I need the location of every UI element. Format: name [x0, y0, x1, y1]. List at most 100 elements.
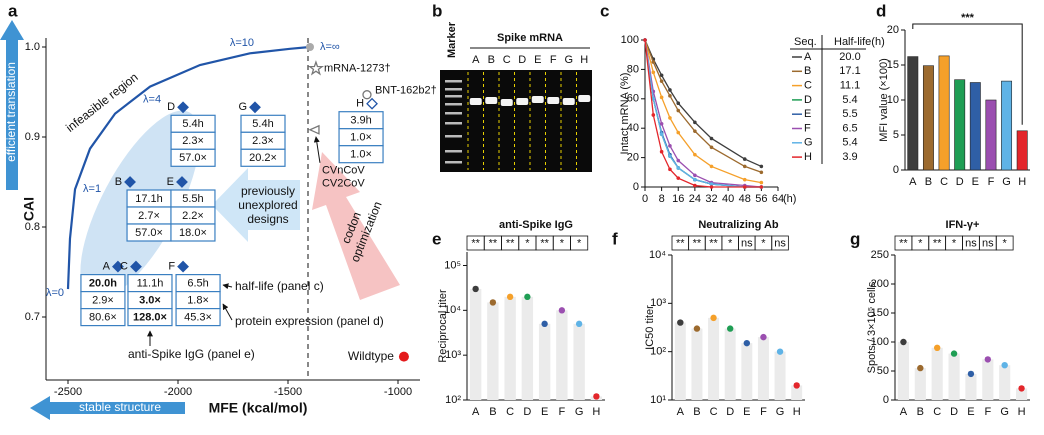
codon-arrow	[312, 152, 400, 300]
y-tick-label: 0	[633, 181, 639, 193]
bar	[914, 368, 926, 400]
significance-cell	[995, 235, 1014, 251]
mean-point	[900, 338, 907, 346]
x-tick-label: 0	[642, 193, 648, 205]
series-point	[693, 120, 697, 125]
lane-label: H	[580, 54, 588, 66]
ladder-band	[445, 122, 462, 125]
significance-bracket	[912, 23, 1023, 125]
series-point	[668, 154, 672, 158]
panel-letter: g	[850, 229, 860, 248]
series-point	[693, 183, 697, 188]
design-value: 18.0×	[179, 227, 207, 239]
y-tick-label: 250	[871, 249, 889, 261]
x-unit: (h)	[783, 193, 796, 205]
x-tick-label: E	[967, 406, 974, 418]
series-point	[759, 170, 764, 175]
design-point	[249, 101, 261, 114]
bar	[504, 296, 516, 400]
design-cell	[170, 223, 216, 242]
half-life: 3.9	[842, 151, 857, 163]
y-tick-label: 10³	[445, 349, 461, 361]
y-tick-label: 20	[627, 152, 639, 164]
annotation: protein expression (panel d)	[235, 314, 384, 328]
x-tick-label: 64	[772, 193, 784, 205]
frontier	[66, 45, 311, 290]
mean-point	[933, 344, 941, 351]
significance: *	[525, 237, 530, 249]
y-tick-label: 10²	[650, 346, 666, 358]
x-tick-label: C	[710, 406, 718, 418]
design-value: 5.4h	[252, 118, 273, 130]
y-axis-label: Reciprocal titer	[437, 289, 449, 363]
bar	[897, 342, 910, 400]
y-tick-label: 20	[887, 24, 899, 36]
mean-point	[950, 350, 958, 357]
design-value: 1.8×	[187, 295, 209, 307]
legend-label: G	[804, 137, 813, 149]
panel-letter: f	[612, 229, 618, 248]
panel-letter: b	[432, 1, 442, 20]
series-point	[659, 121, 664, 126]
design-value: 2.2×	[182, 210, 204, 222]
series-point	[709, 182, 714, 186]
design-value: 20.2×	[249, 152, 277, 164]
legend-label: B	[804, 65, 811, 77]
bar	[954, 79, 966, 171]
series-line	[644, 39, 762, 168]
sample-band	[562, 98, 575, 105]
design-cell	[240, 148, 286, 167]
series-point	[651, 113, 656, 117]
half-life: 6.5	[842, 122, 857, 134]
significance: *	[577, 237, 582, 249]
design-cell	[127, 308, 173, 327]
sample-band	[578, 95, 591, 102]
mean-point	[793, 382, 800, 389]
lane-label: G	[564, 54, 573, 66]
series-point	[668, 144, 672, 148]
x-tick-label: 24	[689, 193, 701, 205]
series-point	[676, 176, 681, 180]
x-tick-label: C	[506, 406, 514, 418]
reference-label: CV2CoV	[322, 178, 365, 190]
y-tick-label: 40	[627, 122, 639, 134]
significance: *	[1003, 237, 1008, 249]
ladder-band	[445, 161, 462, 164]
ladder-band	[445, 80, 462, 83]
significance: **	[899, 237, 908, 249]
bar	[556, 310, 568, 400]
series-point	[759, 164, 764, 169]
significance: *	[560, 237, 565, 249]
series-point	[759, 185, 764, 189]
y-axis-label: Spots / 3×10⁵ cells	[866, 281, 878, 373]
series-point	[693, 173, 697, 178]
design-point	[366, 97, 378, 110]
series-point	[659, 95, 664, 100]
design-value: 17.1h	[135, 193, 163, 205]
bar	[674, 322, 686, 400]
half-life: 20.0	[839, 51, 860, 63]
ladder-band	[445, 150, 462, 153]
series-point	[693, 177, 697, 182]
design-point	[124, 176, 136, 188]
series-point	[676, 166, 681, 170]
bar	[999, 365, 1011, 400]
mean-point	[541, 320, 548, 328]
annotation: unexplored	[238, 198, 297, 212]
mean-point	[524, 293, 531, 301]
significance: ***	[961, 12, 975, 24]
mean-point	[1018, 385, 1025, 392]
marker-label: Marker	[446, 21, 458, 58]
bar	[757, 337, 769, 400]
significance: **	[506, 237, 515, 249]
legend-label: F	[804, 122, 811, 134]
series-point	[676, 130, 681, 135]
design-value: 2.9×	[92, 295, 114, 307]
ladder-band	[445, 135, 462, 138]
legend-label: E	[804, 108, 811, 120]
y-tick-label: 10³	[650, 297, 666, 309]
x-tick-label: D	[726, 406, 734, 418]
annotation: previously	[241, 184, 295, 198]
x-tick-label: F	[984, 406, 991, 418]
x-tick-label: G	[1000, 406, 1009, 418]
